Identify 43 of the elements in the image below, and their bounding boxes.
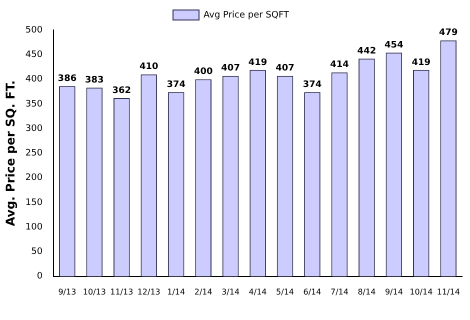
y-tick-label: 0 (36, 272, 43, 282)
y-tick-label: 350 (25, 99, 43, 110)
data-label: 383 (85, 76, 104, 86)
data-label: 419 (412, 58, 431, 68)
x-tick-label: 10/14 (410, 287, 433, 296)
data-label: 442 (357, 46, 376, 56)
x-tick-label: 5/14 (276, 287, 294, 296)
y-tick-label: 450 (25, 50, 43, 60)
data-label: 386 (58, 74, 77, 84)
x-tick-label: 10/13 (82, 287, 106, 296)
y-tick-label: 50 (31, 247, 43, 258)
y-tick-label: 200 (25, 173, 43, 184)
x-tick-label: 11/14 (436, 287, 460, 296)
x-tick-label: 11/13 (110, 287, 134, 296)
x-tick-label: 9/14 (384, 287, 403, 296)
legend-label: Avg Price per SQFT (204, 10, 290, 20)
data-label: 407 (276, 64, 294, 74)
x-tick-label: 2/14 (194, 287, 212, 296)
data-label: 400 (194, 67, 213, 78)
data-label: 419 (248, 58, 268, 68)
y-tick-label: 300 (25, 124, 43, 134)
y-tick-label: 150 (25, 198, 43, 208)
data-label: 410 (139, 62, 158, 72)
y-tick-label: 400 (25, 74, 43, 85)
y-axis-title: Avg. Price per SQ. FT. (3, 80, 18, 226)
x-tick-label: 7/14 (330, 287, 348, 296)
data-label: 362 (112, 86, 132, 96)
data-label: 479 (438, 28, 458, 38)
x-tick-label: 6/14 (303, 287, 322, 296)
x-tick-label: 9/13 (58, 287, 76, 296)
x-tick-label: 12/13 (137, 287, 160, 296)
x-tick-label: 8/14 (358, 287, 376, 296)
data-label: 407 (221, 64, 240, 74)
x-tick-label: 4/14 (248, 287, 267, 296)
data-label: 414 (330, 60, 349, 70)
data-label: 454 (384, 40, 404, 51)
y-tick-label: 500 (25, 25, 43, 36)
data-label: 374 (166, 80, 186, 90)
data-label: 374 (302, 80, 322, 90)
y-tick-label: 100 (25, 222, 43, 232)
x-tick-label: 1/14 (167, 287, 186, 296)
x-tick-label: 3/14 (222, 287, 240, 296)
y-tick-label: 250 (25, 148, 43, 159)
